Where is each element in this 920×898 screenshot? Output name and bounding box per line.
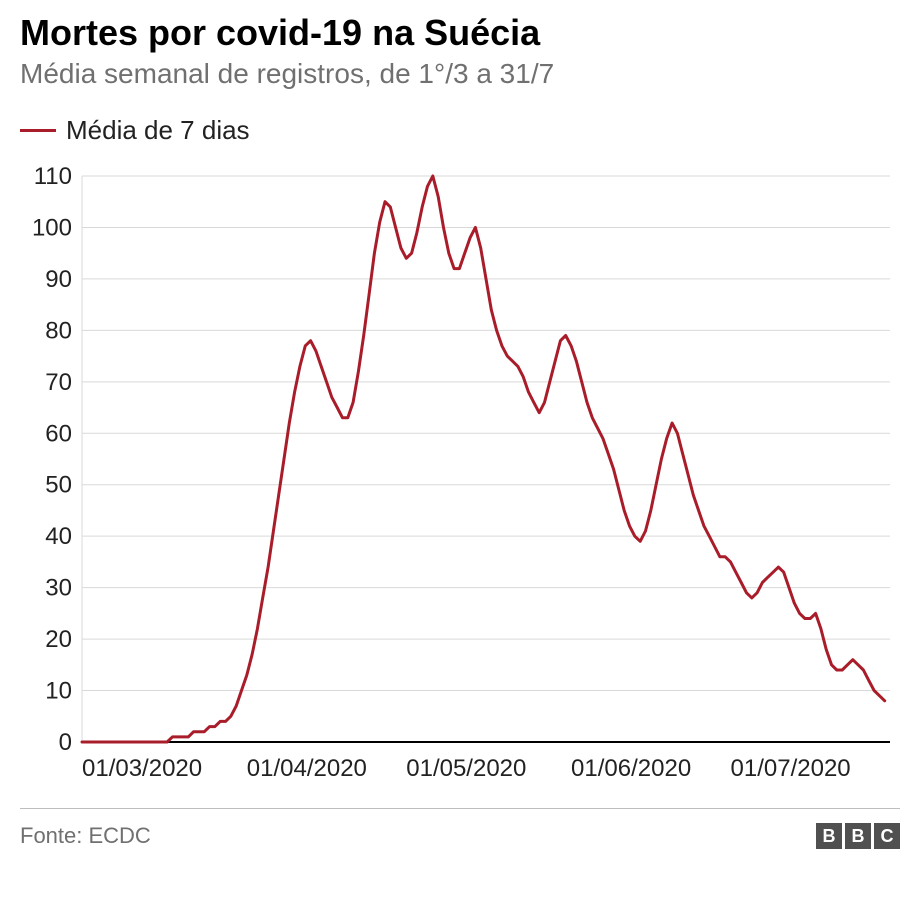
y-tick-label: 100 (32, 214, 72, 241)
y-tick-label: 50 (45, 472, 72, 499)
bbc-logo-box-1: B (816, 823, 842, 849)
y-tick-label: 20 (45, 626, 72, 653)
bbc-logo-box-3: C (874, 823, 900, 849)
chart-plot-area: 0 10 20 30 40 50 60 70 80 90 100 110 01/03/2020 01/04… (20, 166, 900, 786)
y-tick-label: 10 (45, 678, 72, 705)
y-tick-label: 110 (34, 166, 72, 190)
y-tick-label: 30 (45, 575, 72, 602)
x-tick-label: 01/06/2020 (571, 755, 691, 782)
chart-subtitle: Média semanal de registros, de 1°/3 a 31… (20, 57, 900, 91)
legend-label: Média de 7 dias (66, 115, 250, 146)
y-tick-label: 90 (45, 266, 72, 293)
chart-svg: 0 10 20 30 40 50 60 70 80 90 100 110 01/03/2020 01/04… (20, 166, 900, 786)
x-tick-label: 01/04/2020 (247, 755, 367, 782)
bbc-logo-box-2: B (845, 823, 871, 849)
chart-container: Mortes por covid-19 na Suécia Média sema… (0, 0, 920, 861)
legend: Média de 7 dias (20, 115, 900, 146)
y-tick-label: 70 (45, 369, 72, 396)
x-tick-label: 01/05/2020 (406, 755, 526, 782)
series-line (82, 176, 885, 742)
x-tick-label: 01/07/2020 (731, 755, 851, 782)
source-text: Fonte: ECDC (20, 823, 151, 849)
x-tick-label: 01/03/2020 (82, 755, 202, 782)
footer: Fonte: ECDC B B C (20, 808, 900, 849)
legend-swatch (20, 129, 56, 132)
y-tick-label: 0 (59, 729, 72, 756)
y-tick-label: 40 (45, 523, 72, 550)
bbc-logo: B B C (816, 823, 900, 849)
y-tick-label: 80 (45, 317, 72, 344)
y-tick-label: 60 (45, 420, 72, 447)
chart-title: Mortes por covid-19 na Suécia (20, 12, 900, 53)
